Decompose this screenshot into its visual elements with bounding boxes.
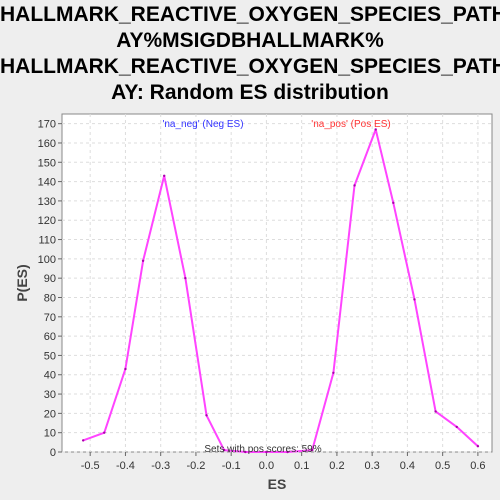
title-line-3: HALLMARK_REACTIVE_OXYGEN_SPECIES_PATHW xyxy=(0,55,500,78)
y-tick-label: 30 xyxy=(44,389,56,401)
data-point xyxy=(455,425,458,429)
y-tick-label: 150 xyxy=(38,157,56,169)
data-point xyxy=(332,371,335,375)
y-tick-label: 50 xyxy=(44,350,56,362)
x-tick-label: 0.4 xyxy=(400,460,415,472)
data-point xyxy=(103,431,106,434)
data-point xyxy=(413,298,416,301)
y-tick-label: 80 xyxy=(44,292,56,304)
x-tick-label: 0.3 xyxy=(365,460,380,472)
x-tick-label: -0.5 xyxy=(81,460,100,472)
data-point xyxy=(265,450,268,454)
series-layer xyxy=(81,128,480,454)
x-tick-label: -0.4 xyxy=(116,460,135,472)
series-line xyxy=(82,128,479,453)
data-point xyxy=(311,448,314,452)
chart-title: HALLMARK_REACTIVE_OXYGEN_SPECIES_PATHW A… xyxy=(0,2,500,106)
x-tick-label: 0.0 xyxy=(259,460,274,472)
x-axis-label: ES xyxy=(268,476,287,492)
y-tick-label: 40 xyxy=(44,370,56,382)
data-point xyxy=(353,184,356,187)
y-axis-label: P(ES) xyxy=(14,264,30,301)
annotations: 'na_neg' (Neg ES) 'na_pos' (Pos ES) Sets w… xyxy=(162,119,390,455)
data-point xyxy=(184,276,187,280)
x-tick-label: 0.6 xyxy=(470,460,485,472)
title-line-1: HALLMARK_REACTIVE_OXYGEN_SPECIES_PATHW xyxy=(0,3,500,26)
data-point xyxy=(244,450,247,454)
title-line-2: AY%MSIGDBHALLMARK% xyxy=(116,29,384,52)
x-tick-label: -0.2 xyxy=(186,460,205,472)
y-tick-label: 10 xyxy=(44,428,56,440)
data-point xyxy=(141,259,145,262)
data-point xyxy=(205,414,208,417)
x-tick-label: 0.2 xyxy=(329,460,344,472)
y-tick-label: 130 xyxy=(38,196,56,208)
plot-area xyxy=(61,113,493,453)
x-tick-label: 0.5 xyxy=(435,460,450,472)
y-tick-label: 100 xyxy=(38,254,56,266)
y-tick-label: 170 xyxy=(38,119,56,131)
y-tick-label: 140 xyxy=(38,177,56,189)
x-tick-label: -0.1 xyxy=(222,460,241,472)
y-axis-ticks: 0 10 20 30 40 50 60 70 80 90 100 110 120 130 140 150 160… xyxy=(38,119,62,459)
y-tick-label: 70 xyxy=(44,312,56,324)
y-tick-label: 160 xyxy=(38,138,56,150)
y-tick-label: 60 xyxy=(44,331,56,343)
data-point xyxy=(286,450,289,454)
data-point xyxy=(434,410,437,413)
annotation-label: 'na_neg' (Neg ES) xyxy=(162,119,243,130)
data-point xyxy=(392,201,395,205)
y-tick-label: 120 xyxy=(38,215,56,227)
x-tick-label: 0.1 xyxy=(294,460,309,472)
data-point xyxy=(476,445,480,448)
data-point xyxy=(222,448,226,452)
x-axis-ticks: -0.5 -0.4 -0.3 -0.2 -0.1 0.0 0.1 0.2 0.3 0.4 0.5 0.… xyxy=(81,452,486,472)
y-tick-label: 90 xyxy=(44,273,56,285)
annotation-label: 'na_pos' (Pos ES) xyxy=(311,119,390,130)
annotation-label: Sets with pos scores: 59% xyxy=(204,444,321,455)
y-tick-label: 20 xyxy=(44,408,56,420)
y-tick-label: 110 xyxy=(38,235,56,247)
y-tick-label: 0 xyxy=(50,447,56,459)
title-line-4: AY: Random ES distribution xyxy=(111,81,389,104)
data-point xyxy=(124,367,127,371)
grid xyxy=(62,114,492,453)
x-tick-label: -0.3 xyxy=(151,460,170,472)
data-point xyxy=(163,174,166,178)
data-point xyxy=(374,128,377,131)
data-point xyxy=(81,439,85,442)
